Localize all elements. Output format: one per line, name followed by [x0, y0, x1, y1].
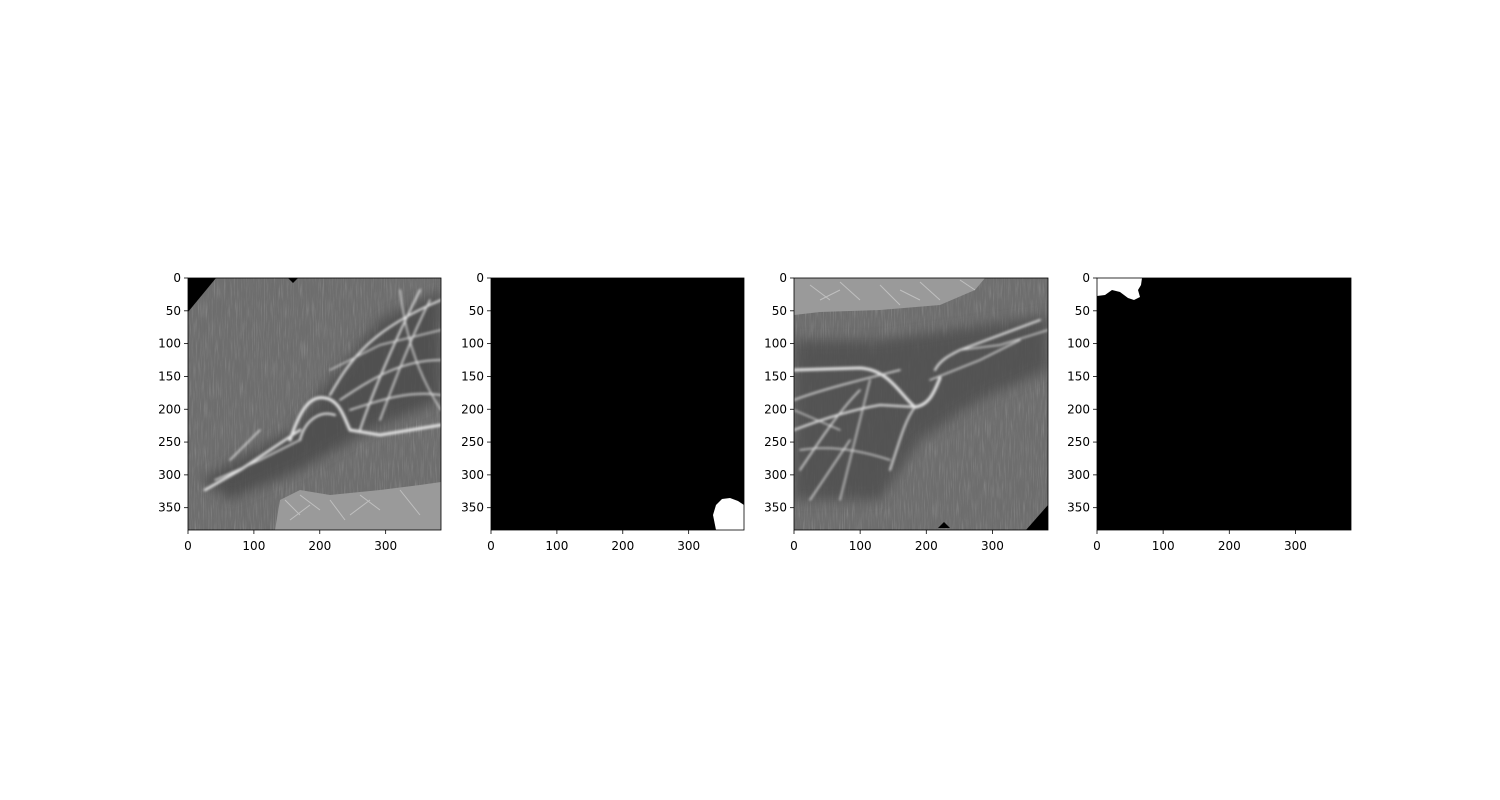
y-tick-label: 0 — [1082, 271, 1090, 285]
y-tick-label: 200 — [158, 402, 181, 416]
x-tick-label: 100 — [849, 539, 872, 553]
y-tick-label: 350 — [1067, 501, 1090, 515]
y-tick-label: 150 — [158, 369, 181, 383]
y-tick-label: 50 — [469, 304, 484, 318]
y-tick-label: 150 — [1067, 369, 1090, 383]
y-tick-label: 200 — [461, 402, 484, 416]
panel-segmentation-mask-1 — [490, 277, 745, 531]
axes-segmentation-mask-2: 0 100 200 300 0 50 100 150 200 250 300 350 — [1067, 271, 1307, 553]
x-tick-label: 100 — [1152, 539, 1175, 553]
y-tick-label: 150 — [764, 369, 787, 383]
mask-region-1 — [713, 498, 744, 530]
axes-grayscale-image-1: 0 100 200 300 0 50 100 150 200 250 300 350 — [158, 271, 397, 553]
y-tick-label: 250 — [1067, 435, 1090, 449]
panel-grayscale-image-2 — [793, 277, 1049, 531]
x-tick-label: 0 — [1093, 539, 1101, 553]
y-tick-label: 250 — [158, 435, 181, 449]
x-tick-label: 300 — [677, 539, 700, 553]
y-tick-label: 300 — [461, 468, 484, 482]
mask-background-2 — [1097, 278, 1351, 530]
mask-background-1 — [491, 278, 744, 530]
y-tick-label: 300 — [158, 468, 181, 482]
y-tick-label: 200 — [764, 402, 787, 416]
y-tick-label: 300 — [1067, 468, 1090, 482]
y-tick-label: 150 — [461, 369, 484, 383]
y-tick-label: 350 — [158, 501, 181, 515]
image-content-1 — [188, 278, 441, 530]
axes-layer: 0 100 200 300 0 50 100 150 200 250 300 350 0 100 200 30… — [158, 271, 1307, 553]
x-tick-label: 200 — [915, 539, 938, 553]
x-tick-label: 300 — [374, 539, 397, 553]
image-content-2 — [794, 278, 1048, 530]
y-tick-label: 350 — [461, 501, 484, 515]
y-tick-label: 50 — [166, 304, 181, 318]
y-tick-label: 350 — [764, 501, 787, 515]
x-tick-label: 0 — [790, 539, 798, 553]
y-tick-label: 300 — [764, 468, 787, 482]
y-tick-label: 250 — [764, 435, 787, 449]
x-tick-label: 200 — [308, 539, 331, 553]
x-tick-label: 300 — [981, 539, 1004, 553]
y-tick-label: 200 — [1067, 402, 1090, 416]
y-tick-label: 100 — [461, 337, 484, 351]
axes-grayscale-image-2: 0 100 200 300 0 50 100 150 200 250 300 350 — [764, 271, 1004, 553]
y-tick-label: 0 — [476, 271, 484, 285]
x-tick-label: 100 — [242, 539, 265, 553]
y-tick-label: 0 — [779, 271, 787, 285]
y-tick-label: 100 — [764, 337, 787, 351]
x-tick-label: 0 — [487, 539, 495, 553]
y-tick-label: 50 — [1075, 304, 1090, 318]
axes-segmentation-mask-1: 0 100 200 300 0 50 100 150 200 250 300 350 — [461, 271, 700, 553]
x-tick-label: 300 — [1284, 539, 1307, 553]
x-tick-label: 200 — [611, 539, 634, 553]
mask-region-2 — [1097, 278, 1142, 300]
y-tick-label: 100 — [1067, 337, 1090, 351]
y-tick-label: 50 — [772, 304, 787, 318]
panel-grayscale-image-1 — [187, 277, 442, 531]
x-tick-label: 200 — [1218, 539, 1241, 553]
x-tick-label: 0 — [184, 539, 192, 553]
y-tick-label: 0 — [173, 271, 181, 285]
y-tick-label: 250 — [461, 435, 484, 449]
panel-segmentation-mask-2 — [1096, 277, 1352, 531]
y-tick-label: 100 — [158, 337, 181, 351]
x-tick-label: 100 — [545, 539, 568, 553]
